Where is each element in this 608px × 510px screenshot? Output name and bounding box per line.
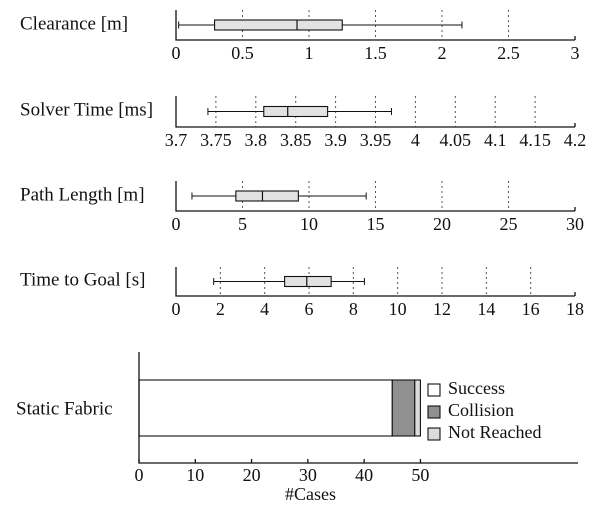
tick-label: 50 — [411, 465, 429, 485]
tick-label: 8 — [349, 299, 358, 319]
iqr-box — [235, 190, 299, 202]
tick-label: 4 — [260, 299, 269, 319]
tick-label: 4.1 — [484, 130, 507, 150]
tick-label: 30 — [299, 465, 317, 485]
legend-label: Collision — [448, 400, 514, 420]
stacked-bar-panel: Static Fabric 0 10 20 30 40 50 #Cases SuccessCol… — [16, 352, 578, 504]
tick-label: 3.95 — [360, 130, 392, 150]
axis-line — [175, 10, 575, 41]
bar-segment — [391, 379, 416, 437]
legend-swatch — [427, 405, 441, 419]
tick-label: 6 — [305, 299, 314, 319]
tick-label: 16 — [522, 299, 540, 319]
tick-label: 10 — [300, 214, 318, 234]
tick-label: 15 — [367, 214, 385, 234]
tick-label: 5 — [238, 214, 247, 234]
tick-label: 18 — [566, 299, 584, 319]
tick-label: 2 — [216, 299, 225, 319]
axis-line — [175, 181, 575, 212]
tick-label: 20 — [243, 465, 261, 485]
tick-label: 3.9 — [324, 130, 347, 150]
tick-label: 0.5 — [231, 43, 254, 63]
box-plot-panel: Path Length [m] 0 5 10 15 20 25 30 — [20, 181, 584, 234]
legend-label: Not Reached — [448, 422, 541, 442]
iqr-box — [263, 105, 329, 118]
tick-label: 12 — [433, 299, 451, 319]
tick-label: 3.85 — [280, 130, 312, 150]
tick-label: 3 — [571, 43, 580, 63]
tick-label: 4 — [411, 130, 420, 150]
axis-label: Solver Time [ms] — [20, 99, 153, 120]
tick-label: 10 — [186, 465, 204, 485]
tick-label: 2 — [438, 43, 447, 63]
tick-label: 3.75 — [200, 130, 232, 150]
box-plot-panel: Time to Goal [s] 0 2 4 6 8 10 12 14 16 18 — [20, 267, 584, 319]
tick-label: 30 — [566, 214, 584, 234]
tick-label: 2.5 — [497, 43, 520, 63]
legend-swatch — [427, 427, 441, 441]
axis-line — [175, 267, 575, 297]
tick-label: 0 — [172, 299, 181, 319]
category-label: Static Fabric — [16, 398, 113, 419]
axis-label: Clearance [m] — [20, 13, 128, 34]
tick-label: 10 — [389, 299, 407, 319]
tick-label: 20 — [433, 214, 451, 234]
box-plot-panel: Clearance [m] 0 0.5 1 1.5 2 2.5 3 — [20, 10, 580, 63]
bar-segment — [414, 379, 421, 437]
iqr-box — [284, 275, 332, 288]
axis-line — [175, 96, 575, 128]
tick-label: 0 — [172, 214, 181, 234]
tick-label: 4.2 — [564, 130, 587, 150]
box-plot-panel: Solver Time [ms] 3.7 3.75 3.8 3.85 3.9 3.95 4 4.… — [20, 96, 586, 150]
bar-segment — [138, 379, 393, 437]
tick-label: 0 — [135, 465, 144, 485]
tick-label: 1.5 — [364, 43, 387, 63]
tick-label: 4.15 — [519, 130, 551, 150]
legend-swatch — [427, 383, 441, 397]
x-axis-label: #Cases — [285, 484, 336, 504]
tick-label: 3.7 — [165, 130, 188, 150]
tick-label: 4.05 — [440, 130, 472, 150]
tick-label: 14 — [477, 299, 495, 319]
iqr-box — [214, 19, 343, 31]
tick-label: 40 — [355, 465, 373, 485]
tick-label: 25 — [500, 214, 518, 234]
legend-label: Success — [448, 378, 505, 398]
axis-label: Path Length [m] — [20, 184, 145, 205]
tick-label: 1 — [305, 43, 314, 63]
tick-label: 0 — [172, 43, 181, 63]
tick-label: 3.8 — [245, 130, 268, 150]
axis-label: Time to Goal [s] — [20, 269, 145, 290]
